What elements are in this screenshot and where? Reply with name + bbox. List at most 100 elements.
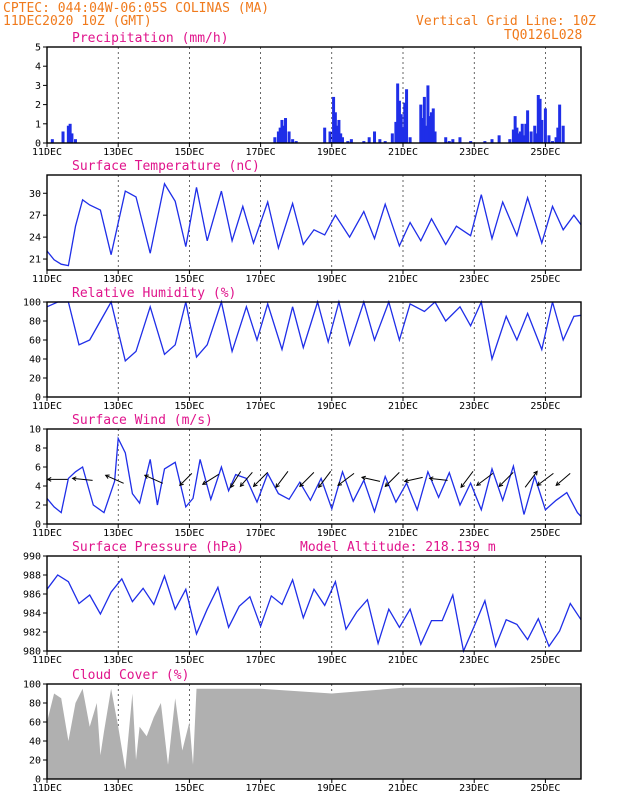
cloud-panel: 0 20 40 60 80 100 11DEC 13DEC 15DEC 17DEC 19DEC 21D… bbox=[23, 668, 582, 794]
cloud-title: Cloud Cover (%) bbox=[72, 668, 189, 683]
pres-ytick-label: 982 bbox=[23, 628, 41, 639]
pres-xtick-label: 11DEC bbox=[32, 655, 62, 666]
precip-bar bbox=[543, 108, 547, 143]
precip-bar bbox=[517, 133, 521, 143]
temp-title: Surface Temperature (nC) bbox=[72, 159, 260, 174]
pres-xtick-label: 13DEC bbox=[103, 655, 133, 666]
precip-bar bbox=[526, 110, 530, 143]
precip-bar bbox=[429, 112, 433, 143]
precip-bar bbox=[558, 104, 562, 143]
rh-xtick-label: 25DEC bbox=[530, 401, 560, 412]
wind-arrow bbox=[71, 476, 93, 482]
wind-ytick-label: 6 bbox=[35, 463, 41, 474]
precip-bar bbox=[367, 137, 371, 143]
cloud-ytick-label: 80 bbox=[29, 699, 41, 710]
precip-bar bbox=[508, 139, 512, 143]
precip-bar bbox=[535, 133, 538, 143]
rh-xtick-label: 13DEC bbox=[103, 401, 133, 412]
wind-ytick-label: 0 bbox=[35, 520, 41, 531]
wind-arrow bbox=[239, 472, 253, 488]
wind-panel: 0 2 4 6 8 10 11DEC 13DEC 15DEC 17DEC 19DEC 21DEC 23D… bbox=[29, 413, 582, 539]
temp-ytick-label: 27 bbox=[29, 211, 41, 222]
precip-bar bbox=[328, 131, 332, 143]
precip-bar bbox=[469, 141, 473, 143]
temp-xtick-label: 11DEC bbox=[32, 274, 62, 285]
precip-bar bbox=[287, 131, 291, 143]
pres-xtick-label: 21DEC bbox=[388, 655, 418, 666]
precip-bar bbox=[383, 141, 387, 143]
precip-bar bbox=[431, 108, 435, 143]
precip-bar bbox=[426, 85, 430, 143]
precip-bar bbox=[333, 112, 337, 143]
precip-bar bbox=[515, 127, 519, 143]
precip-bar bbox=[447, 141, 451, 143]
precip-bar bbox=[294, 141, 298, 143]
precip-title: Precipitation (mm/h) bbox=[72, 31, 229, 46]
temp-xtick-label: 19DEC bbox=[317, 274, 347, 285]
cloud-xtick-label: 11DEC bbox=[32, 783, 62, 794]
precip-bar bbox=[421, 118, 425, 143]
precip-bar bbox=[397, 100, 401, 143]
wind-arrow bbox=[275, 471, 289, 489]
pres-ytick-label: 988 bbox=[23, 571, 41, 582]
wind-arrow bbox=[555, 472, 571, 487]
rh-line bbox=[46, 299, 582, 363]
precip-bar bbox=[540, 119, 544, 143]
precip-panel: 0 1 2 3 4 5 11DEC 13DEC 15DEC 17DEC 19DEC 21DEC 23DE… bbox=[32, 31, 582, 158]
temp-ytick-label: 21 bbox=[29, 255, 41, 266]
precip-bar bbox=[276, 131, 280, 143]
precip-ytick-label: 4 bbox=[35, 62, 41, 73]
pres-xtick-label: 17DEC bbox=[246, 655, 276, 666]
wind-xtick-label: 25DEC bbox=[530, 528, 560, 539]
precip-bar bbox=[513, 116, 517, 143]
wind-arrow bbox=[104, 474, 124, 484]
wind-arrow bbox=[524, 470, 538, 488]
precip-xtick-label: 11DEC bbox=[32, 147, 62, 158]
wind-arrow bbox=[428, 476, 448, 482]
temp-xtick-label: 25DEC bbox=[530, 274, 560, 285]
wind-xtick-label: 11DEC bbox=[32, 528, 62, 539]
temp-xtick-label: 15DEC bbox=[174, 274, 204, 285]
temp-xtick-label: 17DEC bbox=[246, 274, 276, 285]
precip-bar bbox=[408, 137, 412, 143]
precip-bar bbox=[547, 135, 551, 143]
temp-ytick-label: 24 bbox=[29, 233, 41, 244]
precip-bar bbox=[538, 98, 542, 143]
wind-arrow bbox=[201, 473, 220, 485]
wind-title: Surface Wind (m/s) bbox=[72, 413, 213, 428]
wind-arrow bbox=[337, 472, 355, 486]
precip-bar bbox=[323, 127, 327, 143]
precip-frame bbox=[46, 46, 582, 144]
precip-bar bbox=[520, 123, 524, 143]
pres-title: Surface Pressure (hPa) bbox=[72, 540, 244, 555]
pres-xtick-label: 15DEC bbox=[174, 655, 204, 666]
wind-arrow bbox=[460, 471, 474, 489]
wind-arrow bbox=[403, 476, 423, 483]
cloud-xtick-label: 15DEC bbox=[174, 783, 204, 794]
precip-bar bbox=[378, 139, 382, 143]
wind-xtick-label: 21DEC bbox=[388, 528, 418, 539]
pres-ytick-label: 984 bbox=[23, 609, 41, 620]
precip-bar bbox=[66, 125, 70, 143]
precip-bar bbox=[524, 123, 528, 143]
pres-frame bbox=[46, 555, 582, 652]
precip-bar bbox=[419, 104, 423, 143]
precip-bar bbox=[497, 135, 501, 143]
rh-ytick-label: 40 bbox=[29, 355, 41, 366]
precip-ytick-label: 2 bbox=[35, 100, 41, 111]
precip-bar bbox=[424, 125, 428, 143]
cloud-xtick-label: 19DEC bbox=[317, 783, 347, 794]
rh-ytick-label: 20 bbox=[29, 374, 41, 385]
precip-bar bbox=[390, 133, 394, 143]
wind-arrow bbox=[252, 471, 268, 488]
precip-bar bbox=[340, 137, 344, 143]
precip-bar bbox=[551, 141, 555, 143]
wind-arrow bbox=[360, 475, 381, 482]
pres-line bbox=[46, 574, 582, 654]
precip-bar bbox=[337, 119, 341, 143]
pres-note: Model Altitude: 218.139 m bbox=[300, 540, 496, 555]
precip-xtick-label: 25DEC bbox=[530, 147, 560, 158]
wind-ytick-label: 8 bbox=[35, 444, 41, 455]
wind-ytick-label: 2 bbox=[35, 501, 41, 512]
